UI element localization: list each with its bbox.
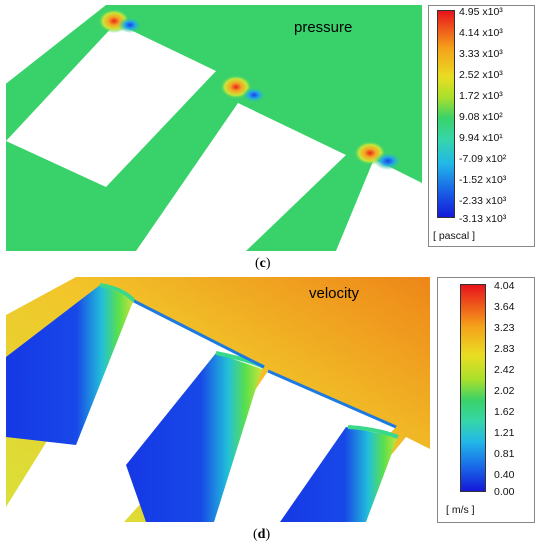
legend-tick: 1.21 [494, 427, 515, 439]
blade-gap [136, 103, 346, 251]
suction-coldspot [118, 17, 142, 33]
blade-wall [133, 299, 265, 369]
legend-tick: 9.08 x10² [459, 111, 503, 123]
legend-tick: 4.04 [494, 280, 515, 292]
legend-tick: 3.23 [494, 322, 515, 334]
velocity-colorbar [460, 284, 486, 492]
velocity-field-label: velocity [309, 285, 360, 302]
legend-tick: -2.33 x10³ [459, 195, 507, 207]
blade-gap [6, 301, 264, 522]
blade-gap [6, 23, 216, 187]
legend-tick: 2.52 x10³ [459, 69, 503, 81]
legend-tick: 0.81 [494, 448, 515, 460]
blade-gap [6, 5, 66, 63]
low-velocity-channel [280, 427, 398, 522]
legend-tick: 2.02 [494, 385, 515, 397]
pressure-contour-plot: pressure [6, 5, 422, 251]
legend-tick: 1.62 [494, 406, 515, 418]
pressure-colorbar [437, 10, 455, 218]
velocity-unit-label: [ m/s ] [446, 504, 475, 516]
velocity-legend: 4.04 3.64 3.23 2.83 2.42 2.02 1.62 1.21 … [437, 277, 535, 523]
suction-coldspot [374, 152, 402, 170]
legend-tick: -7.09 x10² [459, 153, 507, 165]
caption-c: (c) [255, 256, 271, 271]
legend-tick: 4.95 x10³ [459, 6, 503, 18]
blade-gap [336, 159, 422, 251]
blade-wall [267, 369, 397, 429]
low-velocity-channel [126, 353, 262, 522]
boundary-layer [99, 283, 136, 303]
legend-tick: 0.00 [494, 486, 515, 498]
pressure-field-label: pressure [294, 19, 353, 36]
legend-tick: 0.40 [494, 469, 515, 481]
caption-letter: c [259, 256, 266, 271]
caption-d: (d) [253, 527, 271, 542]
legend-tick: 4.14 x10³ [459, 27, 503, 39]
legend-tick: 3.64 [494, 301, 515, 313]
legend-tick: 1.72 x10³ [459, 90, 503, 102]
legend-tick: 2.42 [494, 364, 515, 376]
velocity-contour-plot: velocity [6, 277, 430, 522]
caption-letter: d [257, 527, 266, 542]
blade-gap [6, 277, 76, 315]
boundary-layer [347, 425, 399, 439]
legend-tick: 2.83 [494, 343, 515, 355]
pressure-legend: 4.95 x10³ 4.14 x10³ 3.33 x10³ 2.52 x10³ … [428, 5, 535, 247]
suction-coldspot [242, 87, 266, 103]
legend-tick: -3.13 x10³ [459, 213, 507, 225]
legend-tick: -1.52 x10³ [459, 174, 507, 186]
legend-tick: 3.33 x10³ [459, 48, 503, 60]
legend-tick: 9.94 x10¹ [459, 132, 503, 144]
pressure-unit-label: [ pascal ] [433, 230, 476, 242]
low-velocity-channel [6, 285, 134, 445]
